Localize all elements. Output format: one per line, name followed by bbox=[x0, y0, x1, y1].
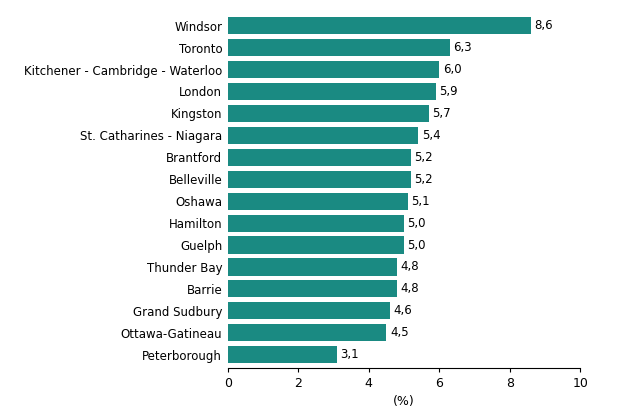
Text: 5,0: 5,0 bbox=[407, 239, 426, 252]
Text: 5,2: 5,2 bbox=[414, 151, 433, 164]
Text: 4,8: 4,8 bbox=[401, 283, 419, 296]
Text: 5,7: 5,7 bbox=[432, 107, 451, 120]
Text: 5,0: 5,0 bbox=[407, 217, 426, 229]
Bar bbox=[228, 346, 337, 363]
Text: 6,0: 6,0 bbox=[443, 63, 461, 76]
Bar bbox=[228, 302, 390, 319]
Bar bbox=[228, 214, 404, 232]
Bar bbox=[228, 83, 436, 100]
Bar bbox=[228, 39, 450, 56]
Bar bbox=[228, 193, 407, 210]
Bar bbox=[228, 237, 404, 254]
Text: 8,6: 8,6 bbox=[535, 19, 553, 32]
Bar bbox=[228, 61, 439, 78]
Text: 6,3: 6,3 bbox=[454, 41, 472, 54]
Bar bbox=[228, 127, 418, 144]
Bar bbox=[228, 258, 397, 275]
Bar bbox=[228, 17, 531, 34]
X-axis label: (%): (%) bbox=[393, 395, 415, 408]
Bar bbox=[228, 149, 411, 166]
Text: 5,1: 5,1 bbox=[411, 195, 430, 208]
Text: 3,1: 3,1 bbox=[341, 348, 359, 361]
Text: 5,2: 5,2 bbox=[414, 173, 433, 186]
Text: 5,9: 5,9 bbox=[439, 85, 458, 98]
Bar bbox=[228, 280, 397, 298]
Bar bbox=[228, 105, 429, 122]
Text: 4,8: 4,8 bbox=[401, 260, 419, 273]
Text: 4,6: 4,6 bbox=[394, 304, 412, 317]
Bar bbox=[228, 171, 411, 188]
Text: 5,4: 5,4 bbox=[422, 129, 441, 142]
Text: 4,5: 4,5 bbox=[390, 326, 409, 339]
Bar bbox=[228, 324, 386, 342]
